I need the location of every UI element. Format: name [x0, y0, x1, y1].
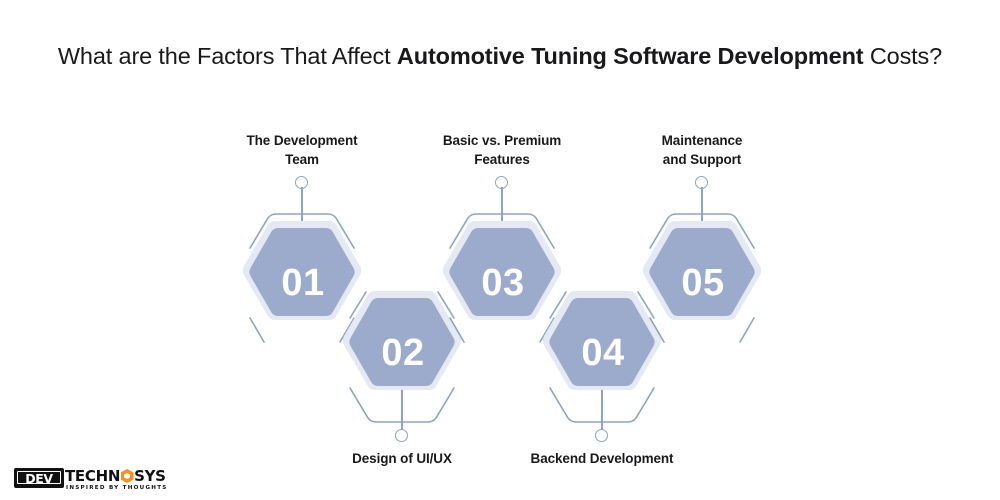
- step-label-03-line1: Basic vs. Premium: [442, 133, 562, 148]
- hexagon-number-01: 01: [281, 261, 325, 304]
- logo-monitor-icon: DEV: [14, 468, 64, 488]
- logo-monitor-screen: [17, 470, 61, 484]
- step-label-04: Backend Development: [512, 449, 692, 468]
- step-label-05-line2: and Support: [662, 152, 742, 167]
- step-label-03: Basic vs. Premium Features: [412, 131, 592, 169]
- title-segment-bold-1: Automotive: [396, 43, 525, 69]
- hexagon-number-02: 02: [381, 331, 425, 374]
- hexagon-step-04[interactable]: 04: [542, 284, 662, 423]
- hexagon-shape-01: [242, 213, 362, 343]
- logo-wordmark: TECHN SYS: [65, 467, 166, 485]
- connector-stem-02: [395, 380, 409, 442]
- hexagon-shape-03: [442, 213, 562, 343]
- hexagon-shape-02: [342, 291, 462, 423]
- logo-tagline: INSPIRED BY THOUGHTS: [66, 485, 168, 491]
- step-label-01-line1: The Development: [246, 133, 358, 148]
- connector-stem-05: [695, 176, 709, 238]
- title-segment-bold-2: Tuning Software Development: [531, 43, 864, 69]
- hexagon-number-03: 03: [481, 261, 525, 304]
- logo-word-after: SYS: [134, 467, 166, 485]
- hexagon-number-05: 05: [681, 261, 725, 304]
- connector-stem-01: [295, 176, 309, 238]
- connector-line-05: [701, 187, 703, 238]
- connector-line-04: [601, 380, 603, 431]
- hexagon-step-03[interactable]: 03: [442, 213, 562, 352]
- hexagon-step-02[interactable]: 02: [342, 284, 462, 423]
- connector-dot-02: [395, 429, 408, 442]
- connector-stem-03: [495, 176, 509, 238]
- connector-line-03: [501, 187, 503, 238]
- connector-stem-04: [595, 380, 609, 442]
- devtechnosys-logo[interactable]: DEV TECHN SYS INSPIRED BY THOUGHTS: [14, 467, 166, 494]
- step-label-05-line1: Maintenance: [661, 133, 743, 148]
- hexagon-step-05[interactable]: 05: [642, 213, 762, 352]
- step-label-05: Maintenance and Support: [612, 131, 792, 169]
- connector-line-02: [401, 380, 403, 431]
- step-label-04-line1: Backend Development: [530, 451, 674, 466]
- title-segment-1: What are the Factors That Affect: [57, 43, 397, 69]
- hexagon-step-01[interactable]: 01: [242, 213, 362, 352]
- step-label-01: The Development Team: [212, 131, 392, 169]
- logo-word-before: TECHN: [65, 467, 121, 485]
- connector-dot-04: [595, 429, 608, 442]
- step-label-02-line1: Design of UI/UX: [352, 451, 452, 466]
- step-label-03-line2: Features: [474, 152, 530, 167]
- connector-line-01: [301, 187, 303, 238]
- step-label-02: Design of UI/UX: [312, 449, 492, 468]
- step-label-01-line2: Team: [285, 152, 319, 167]
- logo-dev-text: DEV: [25, 470, 53, 486]
- hexagon-shape-05: [642, 213, 762, 343]
- logo-hexagon-icon: [120, 469, 134, 483]
- title-segment-3: Costs?: [863, 43, 943, 69]
- hexagon-number-04: 04: [581, 331, 625, 374]
- hexagon-shape-04: [542, 291, 662, 423]
- page-title: What are the Factors That Affect Automot…: [0, 40, 1000, 72]
